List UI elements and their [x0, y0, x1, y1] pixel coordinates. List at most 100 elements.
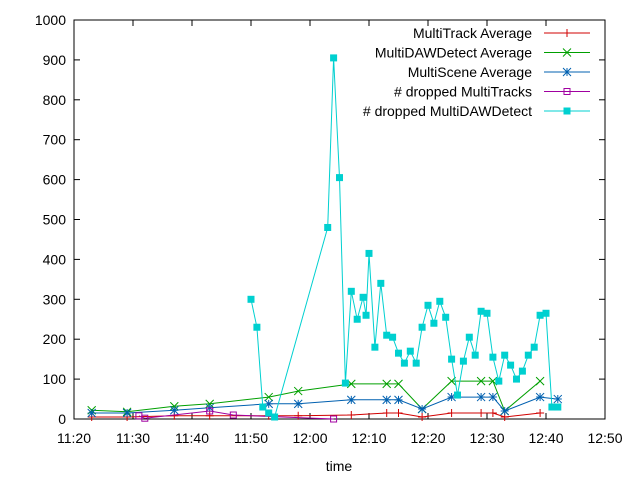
series-line — [250, 57, 558, 418]
data-point — [542, 309, 550, 317]
series-5 — [247, 54, 562, 421]
data-point — [141, 414, 149, 422]
data-point — [362, 311, 370, 319]
x-tick-label: 12:10 — [351, 430, 386, 446]
data-point — [417, 404, 427, 414]
data-point — [471, 351, 479, 359]
data-point — [563, 88, 571, 95]
legend-label: MultiTrack Average — [413, 25, 532, 41]
x-tick-label: 12:30 — [469, 430, 504, 446]
data-point — [205, 411, 214, 420]
data-point — [448, 355, 456, 363]
data-point — [513, 375, 520, 383]
data-point — [293, 399, 303, 409]
data-point — [206, 407, 214, 415]
y-axis-ticks: 0 100 200 300 400 500 600 700 800 900 1000 — [35, 12, 605, 427]
data-point — [382, 395, 392, 405]
legend-entry: MultiDAWDetect Average — [375, 45, 590, 61]
legend-label: # dropped MultiTracks — [394, 84, 532, 100]
legend-entry: MultiScene Average — [408, 64, 590, 80]
data-point — [377, 279, 385, 287]
data-point — [264, 399, 274, 409]
data-point — [563, 107, 571, 115]
data-point — [395, 349, 402, 357]
data-point — [406, 347, 414, 355]
data-point — [447, 392, 456, 402]
data-point — [412, 359, 420, 367]
legend-entry: # dropped MultiDAWDetect — [363, 103, 590, 119]
data-point — [501, 351, 509, 359]
data-point — [293, 386, 303, 396]
y-tick-label: 700 — [43, 132, 67, 148]
x-tick-label: 11:50 — [234, 430, 268, 446]
y-tick-label: 1000 — [35, 12, 66, 28]
data-point — [476, 392, 486, 402]
legend-label: MultiScene Average — [408, 64, 532, 80]
data-point — [336, 174, 343, 182]
legend-label: MultiDAWDetect Average — [375, 45, 532, 61]
series-2 — [87, 376, 545, 417]
data-point — [87, 408, 97, 418]
data-point — [418, 413, 427, 422]
data-point — [488, 409, 497, 418]
data-point — [371, 343, 379, 351]
x-tick-label: 11:40 — [175, 430, 209, 446]
data-point — [447, 409, 456, 418]
data-point — [347, 287, 355, 295]
data-point — [330, 54, 338, 62]
data-point — [430, 319, 438, 327]
data-point — [394, 395, 403, 405]
series-3 — [87, 392, 563, 418]
x-tick-label: 12:00 — [292, 430, 327, 446]
data-point — [169, 405, 179, 415]
series-line — [91, 396, 558, 414]
data-point — [562, 67, 572, 77]
data-point — [459, 357, 467, 365]
data-point — [330, 415, 338, 423]
data-point — [465, 333, 473, 341]
data-point — [436, 297, 444, 305]
data-point — [536, 409, 545, 418]
data-point — [507, 361, 515, 369]
x-tick-label: 12:40 — [528, 430, 563, 446]
x-tick-label: 12:20 — [410, 430, 445, 446]
data-point — [253, 323, 261, 331]
data-point — [265, 409, 273, 417]
data-point — [530, 343, 538, 351]
data-point — [524, 351, 532, 359]
data-point — [122, 408, 132, 418]
data-point — [382, 379, 392, 389]
data-point — [424, 301, 432, 309]
series-4 — [135, 407, 338, 423]
y-tick-label: 100 — [43, 371, 67, 387]
data-point — [489, 353, 497, 361]
data-point — [483, 309, 491, 317]
data-point — [382, 409, 391, 418]
data-point — [495, 377, 503, 385]
data-point — [271, 413, 279, 421]
y-tick-label: 800 — [43, 92, 67, 108]
y-tick-label: 300 — [43, 291, 67, 307]
data-point — [554, 403, 562, 411]
data-point — [477, 307, 485, 315]
data-point — [383, 331, 391, 339]
y-tick-label: 500 — [43, 212, 67, 228]
x-tick-label: 11:20 — [57, 430, 91, 446]
y-tick-label: 900 — [43, 52, 67, 68]
y-tick-label: 400 — [43, 251, 67, 267]
x-axis-label: time — [326, 458, 353, 474]
data-point — [359, 293, 367, 301]
data-point — [454, 391, 461, 399]
data-point — [477, 409, 486, 418]
data-point — [389, 333, 397, 341]
data-point — [563, 29, 571, 37]
x-tick-label: 12:50 — [587, 430, 622, 446]
data-point — [347, 411, 356, 420]
data-point — [553, 394, 563, 404]
data-point — [488, 392, 498, 402]
data-point — [418, 323, 426, 331]
legend: MultiTrack Average MultiDAWDetect Average… — [363, 25, 590, 119]
legend-entry: MultiTrack Average — [413, 25, 590, 41]
data-point — [562, 48, 572, 57]
